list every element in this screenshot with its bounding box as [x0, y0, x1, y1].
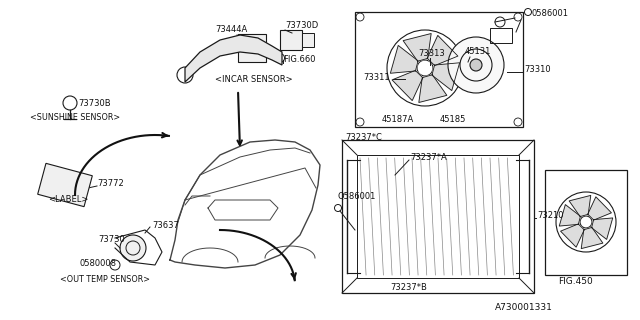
Text: Q586001: Q586001 — [337, 193, 376, 202]
Text: 73237*A: 73237*A — [410, 153, 447, 162]
Text: 73730B: 73730B — [78, 99, 111, 108]
Circle shape — [470, 59, 482, 71]
Polygon shape — [390, 45, 418, 73]
Text: 0586001: 0586001 — [532, 10, 569, 19]
Polygon shape — [561, 224, 584, 247]
Text: 45187A: 45187A — [382, 115, 414, 124]
Text: FIG.450: FIG.450 — [558, 277, 593, 286]
Text: 0580008: 0580008 — [80, 259, 117, 268]
Text: 73313: 73313 — [418, 49, 445, 58]
Text: A730001331: A730001331 — [495, 303, 553, 313]
Text: 73772: 73772 — [97, 179, 124, 188]
Text: 73237*C: 73237*C — [345, 132, 382, 141]
Text: 45131: 45131 — [465, 47, 492, 57]
Bar — [355, 12, 523, 127]
Polygon shape — [428, 36, 458, 66]
Bar — [490, 28, 512, 43]
Polygon shape — [588, 197, 611, 220]
Text: <SUNSHINE SENSOR>: <SUNSHINE SENSOR> — [30, 114, 120, 123]
Polygon shape — [581, 228, 603, 249]
Polygon shape — [591, 218, 612, 239]
Text: <OUT TEMP SENSOR>: <OUT TEMP SENSOR> — [60, 276, 150, 284]
Bar — [302, 33, 314, 47]
Text: 73237*B: 73237*B — [390, 284, 427, 292]
Text: 73637: 73637 — [152, 220, 179, 229]
Text: FIG.660: FIG.660 — [283, 55, 316, 65]
Bar — [280, 30, 302, 50]
Polygon shape — [559, 204, 580, 226]
Text: 73210: 73210 — [537, 211, 563, 220]
Text: 73444A: 73444A — [215, 26, 247, 35]
Polygon shape — [432, 63, 460, 91]
Bar — [38, 163, 92, 207]
Polygon shape — [403, 34, 431, 61]
Bar — [357, 155, 519, 278]
Text: 73730: 73730 — [98, 236, 125, 244]
Text: 45185: 45185 — [440, 115, 467, 124]
Text: 73311: 73311 — [363, 74, 390, 83]
Bar — [545, 170, 627, 275]
Text: 73310: 73310 — [524, 66, 550, 75]
Text: <LABEL>: <LABEL> — [48, 196, 88, 204]
Polygon shape — [569, 196, 591, 217]
Text: <INCAR SENSOR>: <INCAR SENSOR> — [215, 76, 292, 84]
Polygon shape — [185, 35, 282, 82]
Polygon shape — [392, 70, 423, 100]
Circle shape — [448, 37, 504, 93]
Bar — [342, 140, 534, 293]
Bar — [238, 34, 266, 62]
Polygon shape — [419, 75, 447, 102]
Text: 73730D: 73730D — [285, 20, 318, 29]
Circle shape — [120, 235, 146, 261]
